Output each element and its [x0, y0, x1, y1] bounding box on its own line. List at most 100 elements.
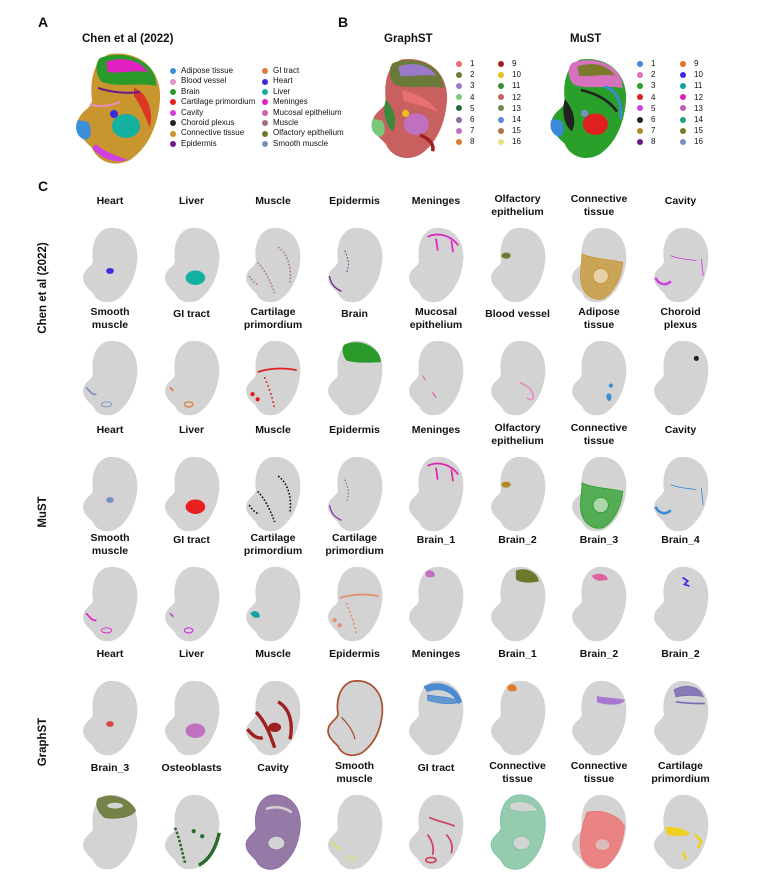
- tissue-panel: Cartilage primordium: [229, 306, 317, 419]
- tissue-panel-title-line: Cartilage: [332, 532, 377, 544]
- tissue-panel-title: GI tract: [392, 762, 480, 775]
- tissue-panel: Meninges: [392, 646, 480, 759]
- embryo-silhouette: [246, 456, 301, 532]
- legend-swatch: [170, 120, 176, 127]
- legend-label: Cavity: [181, 107, 204, 117]
- legend-label: Choroid plexus: [181, 117, 235, 127]
- tissue-panel: Osteoblasts: [148, 760, 236, 873]
- embryo-section: [246, 456, 301, 532]
- embryo-silhouette: [409, 340, 464, 416]
- legend-label: 15: [694, 126, 703, 136]
- legend-label: Epidermis: [181, 138, 217, 148]
- tissue-panel: Blood vessel: [474, 306, 562, 419]
- tissue-panel-title: Muscle: [229, 195, 317, 208]
- legend-swatch: [637, 94, 643, 101]
- tissue-panel-title: Brain_1: [474, 648, 562, 661]
- embryo-silhouette: [490, 227, 545, 303]
- tissue-panel-title-line: GI tract: [173, 534, 210, 546]
- embryo-section: [653, 680, 708, 756]
- legend-swatch: [680, 60, 686, 67]
- tissue-region: [185, 499, 205, 514]
- embryo-silhouette: [653, 456, 708, 532]
- tissue-region: [96, 795, 137, 819]
- legend-swatch: [680, 138, 686, 145]
- panel-b-graphst-title: GraphST: [384, 33, 433, 45]
- tissue-panel-title-line: Smooth: [90, 306, 130, 318]
- legend-item: GI tract: [262, 66, 344, 76]
- tissue-region: [579, 811, 625, 869]
- embryo-silhouette: [490, 340, 545, 416]
- tissue-panel-title: GI tract: [148, 308, 236, 321]
- legend-label: Liver: [273, 86, 291, 96]
- tissue-panel-title-line: plexus: [663, 319, 698, 331]
- embryo-silhouette: [246, 227, 301, 303]
- tissue-panel-title: Brain: [311, 308, 399, 321]
- tissue-panel-title-line: Cavity: [664, 195, 697, 207]
- tissue-panel: Muscle: [229, 422, 317, 535]
- legend-swatch: [637, 138, 643, 145]
- tissue-panel: Cartilage primordium: [229, 532, 317, 645]
- legend-item: 8: [637, 136, 655, 147]
- legend-item: 1: [637, 58, 655, 69]
- tissue-panel-title-line: Cartilage: [250, 532, 296, 544]
- embryo-section: [83, 566, 138, 642]
- legend-label: 10: [694, 70, 703, 80]
- legend-swatch: [680, 82, 686, 89]
- legend-graphst-col2: 9 10 11 12 13 14 15 16: [498, 58, 521, 148]
- legend-item: 14: [498, 114, 521, 125]
- tissue-region: [515, 569, 539, 583]
- row-label-must: MuST: [37, 496, 49, 528]
- tissue-panel-title-line: Connective: [570, 193, 628, 205]
- legend-swatch: [170, 88, 176, 95]
- tissue-region: [330, 840, 357, 862]
- legend-item: Smooth muscle: [262, 139, 344, 149]
- tissue-region: [326, 680, 383, 757]
- tissue-region: [591, 573, 609, 581]
- legend-item: 11: [680, 80, 703, 91]
- tissue-region: [681, 576, 690, 587]
- embryo-silhouette: [164, 680, 219, 756]
- embryo-section: [246, 566, 301, 642]
- tissue-panel: Epidermis: [311, 422, 399, 535]
- tissue-panel-title: Connective tissue: [555, 193, 643, 219]
- legend-swatch: [456, 82, 462, 89]
- tissue-panel: Brain_1: [392, 532, 480, 645]
- tissue-region: [85, 612, 113, 634]
- tissue-region: [580, 253, 624, 300]
- tissue-panel-title: Brain_1: [392, 534, 480, 547]
- row-label-graphst: GraphST: [37, 717, 49, 767]
- legend-swatch: [637, 127, 643, 134]
- tissue-panel: Connective tissue: [555, 193, 643, 306]
- legend-swatch: [262, 140, 268, 147]
- tissue-panel-title-line: epithelium: [409, 319, 463, 331]
- embryo-section: [326, 680, 383, 757]
- legend-swatch: [498, 138, 504, 145]
- tissue-panel-title-line: Brain_2: [498, 534, 537, 546]
- tissue-region: [173, 827, 221, 867]
- tissue-panel: Adipose tissue: [555, 306, 643, 419]
- tissue-region: [606, 383, 614, 402]
- tissue-panel: GI tract: [148, 532, 236, 645]
- tissue-panel: Cavity: [229, 760, 317, 873]
- panel-a-title: Chen et al (2022): [82, 33, 174, 45]
- legend-item: Muscle: [262, 118, 344, 128]
- tissue-panel-title-line: Brain: [341, 308, 368, 320]
- embryo-silhouette: [327, 227, 382, 303]
- legend-item: Blood vessel: [170, 76, 255, 86]
- embryo-section: [164, 680, 219, 756]
- tissue-region: [425, 570, 435, 578]
- legend-item: Meninges: [262, 97, 344, 107]
- legend-item: 16: [680, 136, 703, 147]
- embryo-section: [409, 340, 464, 416]
- tissue-region: [250, 367, 298, 410]
- legend-item: 16: [498, 136, 521, 147]
- legend-label: 2: [470, 70, 475, 80]
- embryo-section: [409, 456, 464, 532]
- legend-label: 16: [694, 137, 703, 147]
- legend-label: 6: [651, 114, 656, 124]
- tissue-panel-title: Connective tissue: [555, 760, 643, 786]
- tissue-region: [248, 246, 292, 294]
- tissue-region: [331, 593, 379, 636]
- tissue-panel-title-line: Muscle: [255, 195, 291, 207]
- legend-label: 8: [651, 137, 656, 147]
